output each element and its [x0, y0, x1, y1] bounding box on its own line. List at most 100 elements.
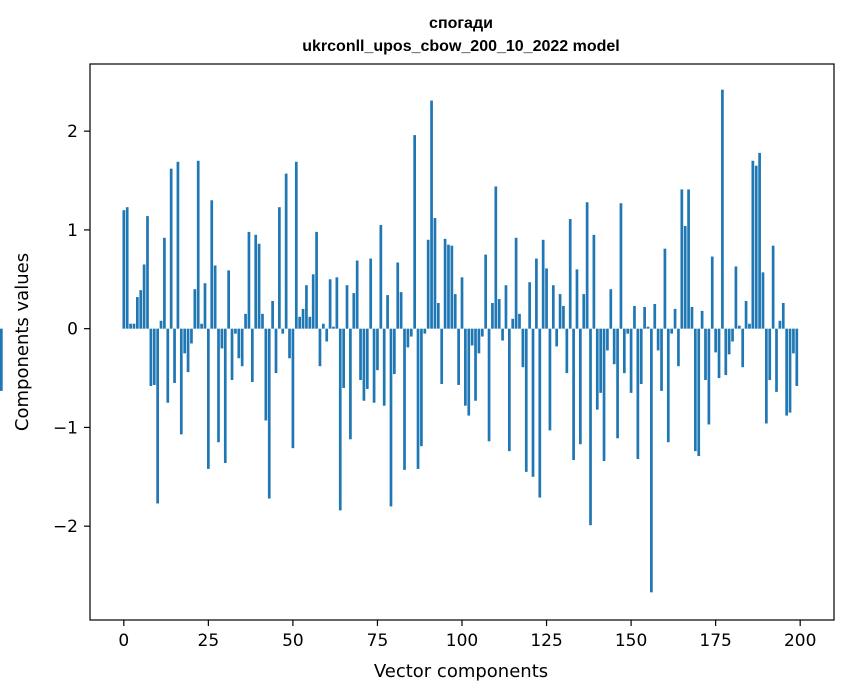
bar	[416, 328, 420, 469]
bar	[261, 313, 264, 329]
bar	[237, 328, 241, 359]
bar	[602, 328, 606, 462]
bar	[196, 160, 200, 329]
bar	[389, 328, 393, 507]
bar	[721, 89, 724, 329]
chart-title-line-2: ukrconll_upos_cbow_200_10_2022 model	[302, 38, 619, 55]
bar	[704, 328, 707, 381]
bar	[149, 328, 153, 386]
bar	[183, 328, 187, 354]
bar	[325, 328, 329, 342]
bar	[609, 289, 613, 329]
x-tick-label: 75	[367, 631, 389, 651]
x-tick-label: 100	[446, 631, 478, 651]
bar	[737, 325, 741, 329]
bar	[169, 168, 173, 329]
bar	[382, 328, 386, 406]
bar	[190, 328, 193, 344]
bar	[646, 326, 650, 329]
x-tick-label: 50	[282, 631, 304, 651]
bar	[457, 328, 460, 385]
bar	[768, 328, 772, 381]
bar	[693, 328, 697, 452]
bar	[460, 277, 464, 329]
bar	[677, 328, 680, 367]
bar	[379, 224, 383, 329]
bar	[589, 328, 592, 526]
bar	[528, 282, 531, 329]
bar	[480, 328, 484, 337]
bar	[521, 328, 525, 368]
bar	[731, 328, 734, 342]
bar	[680, 189, 684, 329]
bar	[213, 265, 217, 329]
bar	[501, 328, 504, 341]
bar	[690, 306, 694, 329]
bar	[545, 268, 548, 329]
bar	[710, 256, 714, 329]
bar	[247, 231, 251, 329]
bar	[656, 328, 660, 351]
bar	[795, 328, 799, 386]
bar	[491, 302, 494, 329]
bar	[724, 328, 728, 376]
x-tick-label: 175	[699, 631, 731, 651]
bar	[616, 328, 619, 439]
bar	[643, 306, 646, 329]
bar	[308, 316, 312, 329]
bar	[193, 289, 197, 329]
bar	[487, 328, 491, 442]
bar	[305, 285, 308, 329]
bar	[538, 328, 542, 498]
bar	[541, 239, 545, 329]
bar	[423, 328, 427, 334]
bar	[741, 328, 745, 368]
bar	[365, 328, 369, 389]
bar	[660, 328, 663, 391]
bar	[345, 285, 349, 329]
bar	[548, 328, 552, 431]
bar	[636, 328, 640, 460]
bar	[507, 328, 511, 452]
bar	[568, 219, 572, 329]
bar	[484, 254, 488, 329]
bar	[338, 328, 342, 511]
bar	[626, 328, 630, 334]
bar	[433, 218, 437, 329]
bar	[207, 328, 210, 469]
bar	[156, 328, 159, 504]
x-tick-label: 25	[198, 631, 220, 651]
bar	[318, 328, 322, 367]
bar	[355, 260, 359, 329]
bar	[771, 245, 775, 329]
bar	[352, 293, 356, 329]
bar	[504, 285, 508, 329]
bar	[132, 323, 136, 329]
bar	[565, 328, 569, 374]
bar	[139, 290, 143, 329]
bar	[673, 308, 677, 329]
bar	[775, 328, 778, 392]
bar	[761, 272, 765, 329]
bar	[497, 299, 501, 329]
bar	[470, 328, 474, 346]
bar	[622, 328, 626, 374]
bar	[328, 279, 332, 329]
bar	[393, 328, 396, 375]
y-tick-label: 0	[67, 320, 78, 340]
bar	[254, 234, 258, 329]
bar	[159, 320, 163, 329]
bar	[227, 270, 231, 329]
bar	[271, 301, 274, 329]
bar	[653, 303, 657, 329]
bar	[612, 328, 616, 365]
bar	[592, 234, 596, 329]
bar	[477, 328, 481, 354]
x-tick-label: 200	[784, 631, 816, 651]
bar	[179, 328, 183, 435]
bar	[606, 328, 609, 351]
bar	[754, 165, 758, 329]
bar	[582, 294, 586, 329]
bar	[744, 301, 748, 329]
bar	[511, 318, 515, 329]
